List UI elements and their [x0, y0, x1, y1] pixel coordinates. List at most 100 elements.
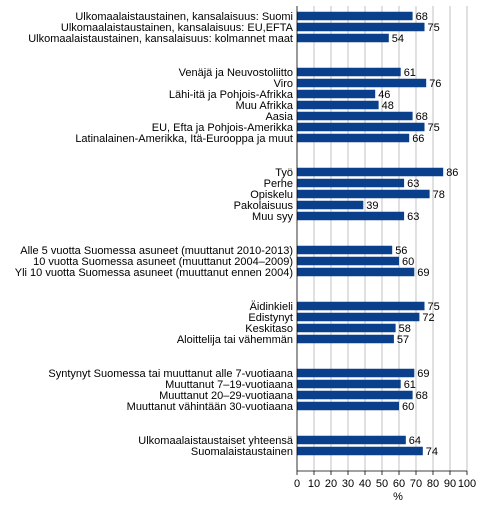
data-label: 61	[404, 67, 416, 79]
bars	[297, 11, 444, 456]
x-tick-label: 80	[427, 478, 439, 490]
data-label: 76	[429, 78, 441, 90]
data-label: 57	[397, 334, 409, 346]
bar	[297, 334, 394, 344]
category-label: Työ	[275, 167, 293, 179]
bar	[297, 245, 393, 255]
x-tick-label: 60	[393, 478, 405, 490]
bar	[297, 11, 413, 21]
data-label: 46	[378, 89, 390, 101]
category-label: Alle 5 vuotta Suomessa asuneet (muuttanu…	[20, 245, 293, 257]
data-label: 75	[428, 22, 440, 34]
bar	[297, 78, 427, 88]
x-tick-label: 0	[294, 478, 300, 490]
bar	[297, 211, 405, 221]
category-label: Äidinkieli	[250, 301, 293, 313]
category-label: Lähi-itä ja Pohjois-Afrikka	[169, 89, 294, 101]
category-label: Muu syy	[252, 211, 293, 223]
bar	[297, 379, 401, 389]
x-tick-label: 50	[376, 478, 388, 490]
data-label: 68	[416, 111, 428, 123]
bar	[297, 323, 396, 333]
x-tick-label: 100	[458, 478, 476, 490]
category-label: Opiskelu	[250, 189, 293, 201]
category-label: Suomalaistaustainen	[191, 446, 293, 458]
data-label: 69	[417, 267, 429, 279]
x-tick-label: 40	[359, 478, 371, 490]
category-label: Ulkomaalaistaustainen, kansalaisuus: EU,…	[61, 22, 294, 34]
bar	[297, 67, 401, 77]
x-tick-label: 30	[342, 478, 354, 490]
bar	[297, 89, 376, 99]
bar	[297, 133, 410, 143]
category-label: Pakolaisuus	[234, 200, 294, 212]
category-label: Latinalainen-Amerikka, Itä-Eurooppa ja m…	[75, 133, 293, 145]
category-label: Keskitaso	[245, 323, 293, 335]
bar	[297, 33, 389, 43]
category-label: 10 vuotta Suomessa asuneet (muuttanut 20…	[33, 256, 293, 268]
category-label: Muuttanut 7–19-vuotiaana	[165, 379, 294, 391]
category-label: Muu Afrikka	[236, 100, 294, 112]
category-label: Ulkomaalaistaustaiset yhteensä	[138, 435, 294, 447]
category-label: Edistynyt	[248, 312, 293, 324]
data-label: 66	[412, 133, 424, 145]
bar	[297, 178, 405, 188]
data-label: 61	[404, 379, 416, 391]
bar	[297, 301, 425, 311]
data-label: 75	[428, 301, 440, 313]
data-label: 60	[402, 256, 414, 268]
bar	[297, 189, 430, 199]
category-label: Ulkomaalaistaustainen, kansalaisuus: Suo…	[75, 11, 293, 23]
data-label: 75	[428, 122, 440, 134]
data-label: 56	[395, 245, 407, 257]
bar	[297, 167, 444, 177]
x-axis-title: %	[393, 491, 403, 503]
data-label: 68	[416, 390, 428, 402]
x-tick-label: 20	[325, 478, 337, 490]
bar	[297, 401, 399, 411]
category-label: Aasia	[265, 111, 293, 123]
category-label: Ulkomaalaistaustainen, kansalaisuus: kol…	[28, 33, 293, 45]
category-label: Aloittelija tai vähemmän	[177, 334, 293, 346]
category-label: Yli 10 vuotta Suomessa asuneet (muuttanu…	[15, 267, 293, 279]
bar	[297, 100, 379, 110]
category-labels: Ulkomaalaistaustainen, kansalaisuus: Suo…	[15, 11, 294, 458]
bar	[297, 200, 364, 210]
bar	[297, 312, 420, 322]
data-label: 86	[446, 167, 458, 179]
value-labels: 6875546176464868756686637839635660697572…	[366, 11, 458, 458]
category-label: Perhe	[264, 178, 293, 190]
x-axis: 0 10 20 30 40 50 60 70 80 90 100	[294, 6, 476, 490]
bar	[297, 22, 425, 32]
x-tick-label: 70	[410, 478, 422, 490]
data-label: 74	[426, 446, 438, 458]
data-label: 72	[422, 312, 434, 324]
data-label: 48	[382, 100, 394, 112]
bar	[297, 390, 413, 400]
bar	[297, 256, 399, 266]
category-label: Muuttanut 20–29-vuotiaana	[159, 390, 294, 402]
data-label: 54	[392, 33, 404, 45]
data-label: 63	[407, 178, 419, 190]
bar	[297, 267, 415, 277]
category-label: Syntynyt Suomessa tai muuttanut alle 7-v…	[48, 368, 293, 380]
data-label: 68	[416, 11, 428, 23]
data-label: 63	[407, 211, 419, 223]
data-label: 64	[409, 435, 421, 447]
bar	[297, 111, 413, 121]
data-label: 58	[399, 323, 411, 335]
data-label: 60	[402, 401, 414, 413]
x-tick-label: 90	[444, 478, 456, 490]
category-label: Venäjä ja Neuvostoliitto	[179, 67, 293, 79]
data-label: 78	[433, 189, 445, 201]
category-label: EU, Efta ja Pohjois-Amerikka	[152, 122, 294, 134]
category-label: Muuttanut vähintään 30-vuotiaana	[127, 401, 294, 413]
data-label: 39	[366, 200, 378, 212]
data-label: 69	[417, 368, 429, 380]
bar	[297, 368, 415, 378]
bar	[297, 122, 425, 132]
bar	[297, 435, 406, 445]
x-tick-label: 10	[308, 478, 320, 490]
